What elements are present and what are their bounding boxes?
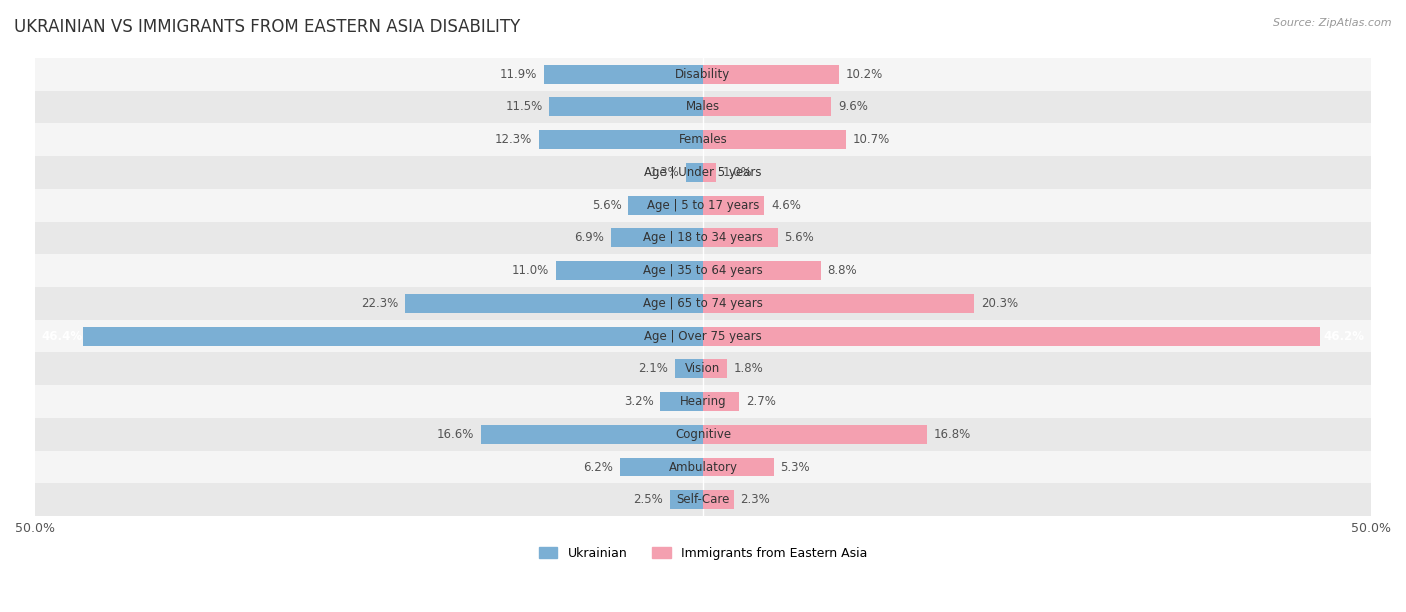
- Bar: [35, 385, 1371, 418]
- Text: 4.6%: 4.6%: [770, 199, 801, 212]
- Bar: [83, 327, 703, 346]
- Text: Vision: Vision: [685, 362, 721, 375]
- Bar: [703, 228, 778, 247]
- Bar: [675, 359, 703, 378]
- Bar: [544, 65, 703, 84]
- Text: UKRAINIAN VS IMMIGRANTS FROM EASTERN ASIA DISABILITY: UKRAINIAN VS IMMIGRANTS FROM EASTERN ASI…: [14, 18, 520, 36]
- Bar: [610, 228, 703, 247]
- Text: Age | 35 to 64 years: Age | 35 to 64 years: [643, 264, 763, 277]
- Bar: [703, 425, 928, 444]
- Bar: [669, 490, 703, 509]
- Text: 6.2%: 6.2%: [583, 460, 613, 474]
- Bar: [703, 261, 821, 280]
- Text: 10.7%: 10.7%: [852, 133, 890, 146]
- Bar: [35, 483, 1371, 516]
- Bar: [703, 97, 831, 116]
- Bar: [35, 287, 1371, 319]
- Text: 8.8%: 8.8%: [827, 264, 856, 277]
- Text: Males: Males: [686, 100, 720, 113]
- Bar: [703, 359, 727, 378]
- Text: Age | Under 5 years: Age | Under 5 years: [644, 166, 762, 179]
- Bar: [703, 65, 839, 84]
- Legend: Ukrainian, Immigrants from Eastern Asia: Ukrainian, Immigrants from Eastern Asia: [534, 542, 872, 565]
- Bar: [703, 294, 974, 313]
- Text: 9.6%: 9.6%: [838, 100, 868, 113]
- Bar: [405, 294, 703, 313]
- Bar: [481, 425, 703, 444]
- Bar: [35, 418, 1371, 450]
- Text: 6.9%: 6.9%: [574, 231, 605, 244]
- Text: 46.2%: 46.2%: [1323, 330, 1364, 343]
- Bar: [703, 163, 717, 182]
- Bar: [703, 327, 1320, 346]
- Bar: [35, 123, 1371, 156]
- Bar: [550, 97, 703, 116]
- Text: 11.9%: 11.9%: [501, 68, 537, 81]
- Text: 12.3%: 12.3%: [495, 133, 531, 146]
- Text: 1.3%: 1.3%: [650, 166, 679, 179]
- Text: 16.8%: 16.8%: [934, 428, 972, 441]
- Bar: [703, 130, 846, 149]
- Bar: [620, 458, 703, 477]
- Text: Age | Over 75 years: Age | Over 75 years: [644, 330, 762, 343]
- Text: 3.2%: 3.2%: [624, 395, 654, 408]
- Bar: [628, 196, 703, 215]
- Bar: [35, 450, 1371, 483]
- Text: 16.6%: 16.6%: [437, 428, 475, 441]
- Text: 20.3%: 20.3%: [981, 297, 1018, 310]
- Text: 2.3%: 2.3%: [741, 493, 770, 506]
- Bar: [35, 353, 1371, 385]
- Text: Cognitive: Cognitive: [675, 428, 731, 441]
- Text: Females: Females: [679, 133, 727, 146]
- Text: 22.3%: 22.3%: [361, 297, 398, 310]
- Bar: [35, 58, 1371, 91]
- Bar: [35, 91, 1371, 123]
- Text: 2.5%: 2.5%: [633, 493, 662, 506]
- Text: 11.0%: 11.0%: [512, 264, 550, 277]
- Text: 46.4%: 46.4%: [42, 330, 83, 343]
- Text: Self-Care: Self-Care: [676, 493, 730, 506]
- Bar: [686, 163, 703, 182]
- Text: Ambulatory: Ambulatory: [668, 460, 738, 474]
- Text: 1.8%: 1.8%: [734, 362, 763, 375]
- Text: 5.6%: 5.6%: [785, 231, 814, 244]
- Text: Age | 18 to 34 years: Age | 18 to 34 years: [643, 231, 763, 244]
- Text: 5.3%: 5.3%: [780, 460, 810, 474]
- Bar: [661, 392, 703, 411]
- Text: 11.5%: 11.5%: [505, 100, 543, 113]
- Text: Age | 5 to 17 years: Age | 5 to 17 years: [647, 199, 759, 212]
- Text: 10.2%: 10.2%: [846, 68, 883, 81]
- Bar: [703, 490, 734, 509]
- Bar: [35, 188, 1371, 222]
- Text: 2.1%: 2.1%: [638, 362, 668, 375]
- Bar: [703, 196, 765, 215]
- Text: Source: ZipAtlas.com: Source: ZipAtlas.com: [1274, 18, 1392, 28]
- Text: Age | 65 to 74 years: Age | 65 to 74 years: [643, 297, 763, 310]
- Bar: [703, 392, 740, 411]
- Bar: [35, 156, 1371, 188]
- Bar: [35, 254, 1371, 287]
- Bar: [35, 222, 1371, 254]
- Text: 1.0%: 1.0%: [723, 166, 752, 179]
- Text: 2.7%: 2.7%: [745, 395, 776, 408]
- Bar: [555, 261, 703, 280]
- Text: 5.6%: 5.6%: [592, 199, 621, 212]
- Bar: [35, 319, 1371, 353]
- Text: Hearing: Hearing: [679, 395, 727, 408]
- Bar: [703, 458, 773, 477]
- Text: Disability: Disability: [675, 68, 731, 81]
- Bar: [538, 130, 703, 149]
